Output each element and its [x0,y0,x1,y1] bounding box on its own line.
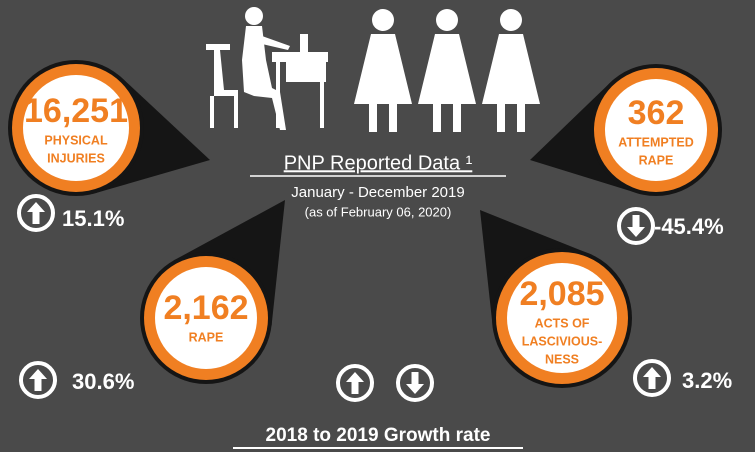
stat-label: RAPE [189,330,224,344]
infographic: PNP Reported Data ¹ January - December 2… [0,0,755,452]
stat-label: INJURIES [47,151,105,165]
growth-rate: -45.4% [654,214,724,239]
legend-caption: 2018 to 2019 Growth rate [266,425,491,446]
period: January - December 2019 [291,184,464,201]
stat-label: NESS [545,352,579,366]
as-of: (as of February 06, 2020) [305,204,452,219]
growth-rate: 3.2% [682,368,732,393]
stat-value: 362 [628,94,685,132]
growth-rate: 30.6% [72,369,134,394]
stat-label: LASCIVIOUS- [522,334,603,348]
stat-label: ATTEMPTED [618,135,693,149]
growth-rate: 15.1% [62,206,124,231]
stat-label: ACTS OF [535,316,590,330]
stat-value: 2,085 [519,275,604,313]
stat-value: 16,251 [24,92,128,130]
stat-value: 2,162 [163,289,248,327]
stat-label: RAPE [639,153,674,167]
title: PNP Reported Data ¹ [284,152,473,174]
stat-label: PHYSICAL [44,133,108,147]
